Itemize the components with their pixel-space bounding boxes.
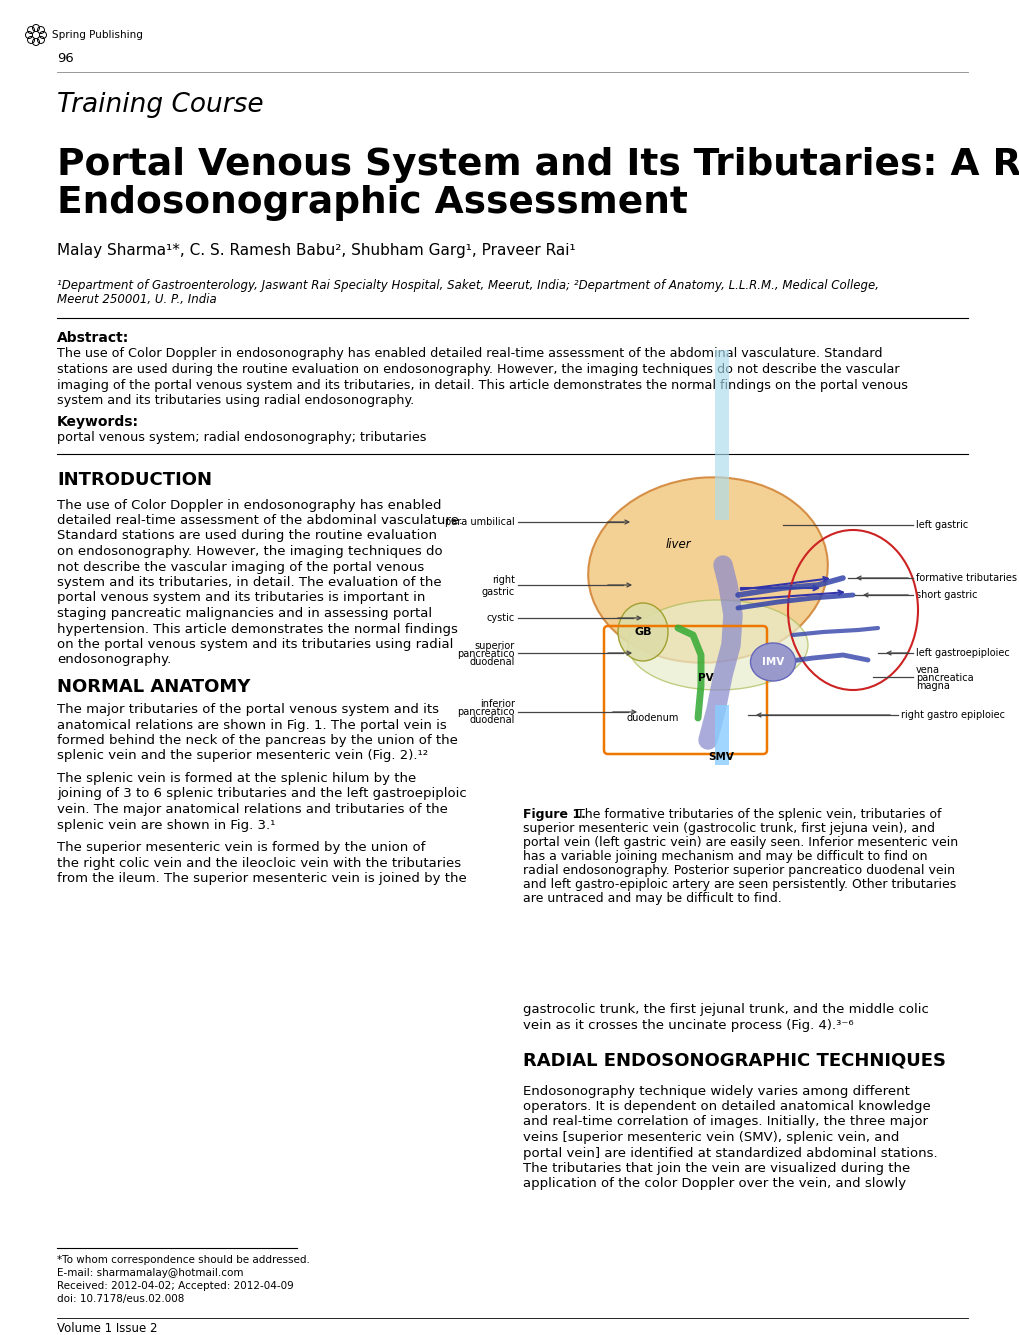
- Text: the right colic vein and the ileocloic vein with the tributaries: the right colic vein and the ileocloic v…: [57, 857, 461, 869]
- Text: 96: 96: [57, 52, 73, 64]
- Text: magna: magna: [915, 681, 949, 692]
- Text: gastric: gastric: [481, 587, 515, 597]
- Text: The tributaries that join the vein are visualized during the: The tributaries that join the vein are v…: [523, 1161, 909, 1175]
- Text: The use of Color Doppler in endosonography has enabled detailed real-time assess: The use of Color Doppler in endosonograp…: [57, 347, 881, 360]
- Text: on endosonography. However, the imaging techniques do: on endosonography. However, the imaging …: [57, 545, 442, 558]
- Text: Keywords:: Keywords:: [57, 415, 139, 429]
- Text: Portal Venous System and Its Tributaries: A Radial: Portal Venous System and Its Tributaries…: [57, 147, 1019, 183]
- Text: vein. The major anatomical relations and tributaries of the: vein. The major anatomical relations and…: [57, 802, 447, 816]
- Text: Received: 2012-04-02; Accepted: 2012-04-09: Received: 2012-04-02; Accepted: 2012-04-…: [57, 1282, 293, 1291]
- Text: operators. It is dependent on detailed anatomical knowledge: operators. It is dependent on detailed a…: [523, 1100, 930, 1113]
- Text: *To whom correspondence should be addressed.: *To whom correspondence should be addres…: [57, 1255, 310, 1266]
- Text: vena: vena: [915, 665, 940, 676]
- Text: The major tributaries of the portal venous system and its: The major tributaries of the portal veno…: [57, 704, 438, 716]
- Text: right gastro epiploiec: right gastro epiploiec: [900, 710, 1004, 720]
- Text: Endosonography technique widely varies among different: Endosonography technique widely varies a…: [523, 1084, 909, 1097]
- Text: The use of Color Doppler in endosonography has enabled: The use of Color Doppler in endosonograp…: [57, 498, 441, 511]
- Text: left gastric: left gastric: [915, 521, 967, 530]
- Text: are untraced and may be difficult to find.: are untraced and may be difficult to fin…: [523, 892, 781, 905]
- Ellipse shape: [618, 603, 667, 661]
- Text: Meerut 250001, U. P., India: Meerut 250001, U. P., India: [57, 294, 217, 307]
- Text: splenic vein and the superior mesenteric vein (Fig. 2).¹²: splenic vein and the superior mesenteric…: [57, 749, 428, 762]
- Text: not describe the vascular imaging of the portal venous: not describe the vascular imaging of the…: [57, 561, 424, 574]
- Text: hypertension. This article demonstrates the normal findings: hypertension. This article demonstrates …: [57, 622, 458, 635]
- Text: system and its tributaries using radial endosonography.: system and its tributaries using radial …: [57, 394, 414, 407]
- Text: portal venous system; radial endosonography; tributaries: portal venous system; radial endosonogra…: [57, 431, 426, 445]
- Text: anatomical relations are shown in Fig. 1. The portal vein is: anatomical relations are shown in Fig. 1…: [57, 718, 446, 732]
- Text: Endosonographic Assessment: Endosonographic Assessment: [57, 186, 687, 222]
- Text: joining of 3 to 6 splenic tributaries and the left gastroepiploic: joining of 3 to 6 splenic tributaries an…: [57, 788, 467, 801]
- Bar: [714, 350, 729, 521]
- Text: radial endosonography. Posterior superior pancreatico duodenal vein: radial endosonography. Posterior superio…: [523, 864, 954, 877]
- Text: superior mesenteric vein (gastrocolic trunk, first jejuna vein), and: superior mesenteric vein (gastrocolic tr…: [523, 822, 934, 834]
- Text: RADIAL ENDOSONOGRAPHIC TECHNIQUES: RADIAL ENDOSONOGRAPHIC TECHNIQUES: [523, 1052, 945, 1069]
- Text: application of the color Doppler over the vein, and slowly: application of the color Doppler over th…: [523, 1177, 905, 1191]
- Text: doi: 10.7178/eus.02.008: doi: 10.7178/eus.02.008: [57, 1294, 184, 1304]
- Text: right: right: [491, 575, 515, 585]
- Text: IMV: IMV: [761, 657, 784, 668]
- Text: from the ileum. The superior mesenteric vein is joined by the: from the ileum. The superior mesenteric …: [57, 872, 467, 885]
- Text: Abstract:: Abstract:: [57, 331, 129, 344]
- Text: has a variable joining mechanism and may be difficult to find on: has a variable joining mechanism and may…: [523, 850, 926, 862]
- Text: The superior mesenteric vein is formed by the union of: The superior mesenteric vein is formed b…: [57, 841, 425, 854]
- Text: imaging of the portal venous system and its tributaries, in detail. This article: imaging of the portal venous system and …: [57, 379, 907, 391]
- Bar: [714, 705, 729, 765]
- Text: Volume 1 Issue 2: Volume 1 Issue 2: [57, 1322, 157, 1335]
- Text: portal venous system and its tributaries is important in: portal venous system and its tributaries…: [57, 591, 425, 605]
- Text: liver: liver: [664, 538, 690, 551]
- Text: GB: GB: [634, 627, 651, 637]
- Text: left gastroepiploiec: left gastroepiploiec: [915, 647, 1009, 658]
- Text: veins [superior mesenteric vein (SMV), splenic vein, and: veins [superior mesenteric vein (SMV), s…: [523, 1131, 899, 1144]
- Text: PV: PV: [697, 673, 713, 684]
- Text: The formative tributaries of the splenic vein, tributaries of: The formative tributaries of the splenic…: [573, 808, 941, 821]
- Text: cystic: cystic: [486, 613, 515, 623]
- Text: The splenic vein is formed at the splenic hilum by the: The splenic vein is formed at the spleni…: [57, 772, 416, 785]
- Text: splenic vein are shown in Fig. 3.¹: splenic vein are shown in Fig. 3.¹: [57, 818, 275, 832]
- Text: pancreatica: pancreatica: [915, 673, 973, 684]
- Text: E-mail: sharmamalay@hotmail.com: E-mail: sharmamalay@hotmail.com: [57, 1268, 244, 1278]
- Text: system and its tributaries, in detail. The evaluation of the: system and its tributaries, in detail. T…: [57, 575, 441, 589]
- Text: inferior: inferior: [480, 700, 515, 709]
- Text: formative tributaries: formative tributaries: [915, 573, 1016, 583]
- Text: Standard stations are used during the routine evaluation: Standard stations are used during the ro…: [57, 530, 436, 542]
- Text: Malay Sharma¹*, C. S. Ramesh Babu², Shubham Garg¹, Praveer Rai¹: Malay Sharma¹*, C. S. Ramesh Babu², Shub…: [57, 243, 575, 258]
- Text: duodenal: duodenal: [469, 716, 515, 725]
- Ellipse shape: [750, 643, 795, 681]
- Text: INTRODUCTION: INTRODUCTION: [57, 471, 212, 489]
- Text: ¹Department of Gastroenterology, Jaswant Rai Specialty Hospital, Saket, Meerut, : ¹Department of Gastroenterology, Jaswant…: [57, 279, 878, 291]
- Text: Spring Publishing: Spring Publishing: [52, 29, 143, 40]
- Text: duodenum: duodenum: [627, 713, 679, 724]
- Ellipse shape: [588, 477, 827, 662]
- Text: portal vein] are identified at standardized abdominal stations.: portal vein] are identified at standardi…: [523, 1147, 936, 1160]
- Text: portal vein (left gastric vein) are easily seen. Inferior mesenteric vein: portal vein (left gastric vein) are easi…: [523, 836, 957, 849]
- Text: on the portal venous system and its tributaries using radial: on the portal venous system and its trib…: [57, 638, 452, 651]
- Text: and real-time correlation of images. Initially, the three major: and real-time correlation of images. Ini…: [523, 1116, 927, 1128]
- Text: pancreatico: pancreatico: [458, 649, 515, 659]
- Text: detailed real-time assessment of the abdominal vasculature.: detailed real-time assessment of the abd…: [57, 514, 463, 527]
- Text: superior: superior: [474, 641, 515, 651]
- Ellipse shape: [628, 599, 807, 690]
- Text: Figure 1.: Figure 1.: [523, 808, 585, 821]
- Text: endosonography.: endosonography.: [57, 654, 171, 666]
- Text: pancreatico: pancreatico: [458, 708, 515, 717]
- Text: formed behind the neck of the pancreas by the union of the: formed behind the neck of the pancreas b…: [57, 734, 458, 748]
- Text: stations are used during the routine evaluation on endosonography. However, the : stations are used during the routine eva…: [57, 363, 899, 376]
- Text: NORMAL ANATOMY: NORMAL ANATOMY: [57, 678, 250, 697]
- Text: duodenal: duodenal: [469, 657, 515, 668]
- Text: SMV: SMV: [707, 752, 734, 762]
- Text: short gastric: short gastric: [915, 590, 976, 599]
- Text: gastrocolic trunk, the first jejunal trunk, and the middle colic: gastrocolic trunk, the first jejunal tru…: [523, 1004, 928, 1016]
- Text: staging pancreatic malignancies and in assessing portal: staging pancreatic malignancies and in a…: [57, 607, 432, 619]
- Text: and left gastro-epiploic artery are seen persistently. Other tributaries: and left gastro-epiploic artery are seen…: [523, 878, 956, 890]
- Text: para umbilical: para umbilical: [445, 517, 515, 527]
- Text: vein as it crosses the uncinate process (Fig. 4).³⁻⁶: vein as it crosses the uncinate process …: [523, 1019, 853, 1032]
- Text: Training Course: Training Course: [57, 92, 263, 117]
